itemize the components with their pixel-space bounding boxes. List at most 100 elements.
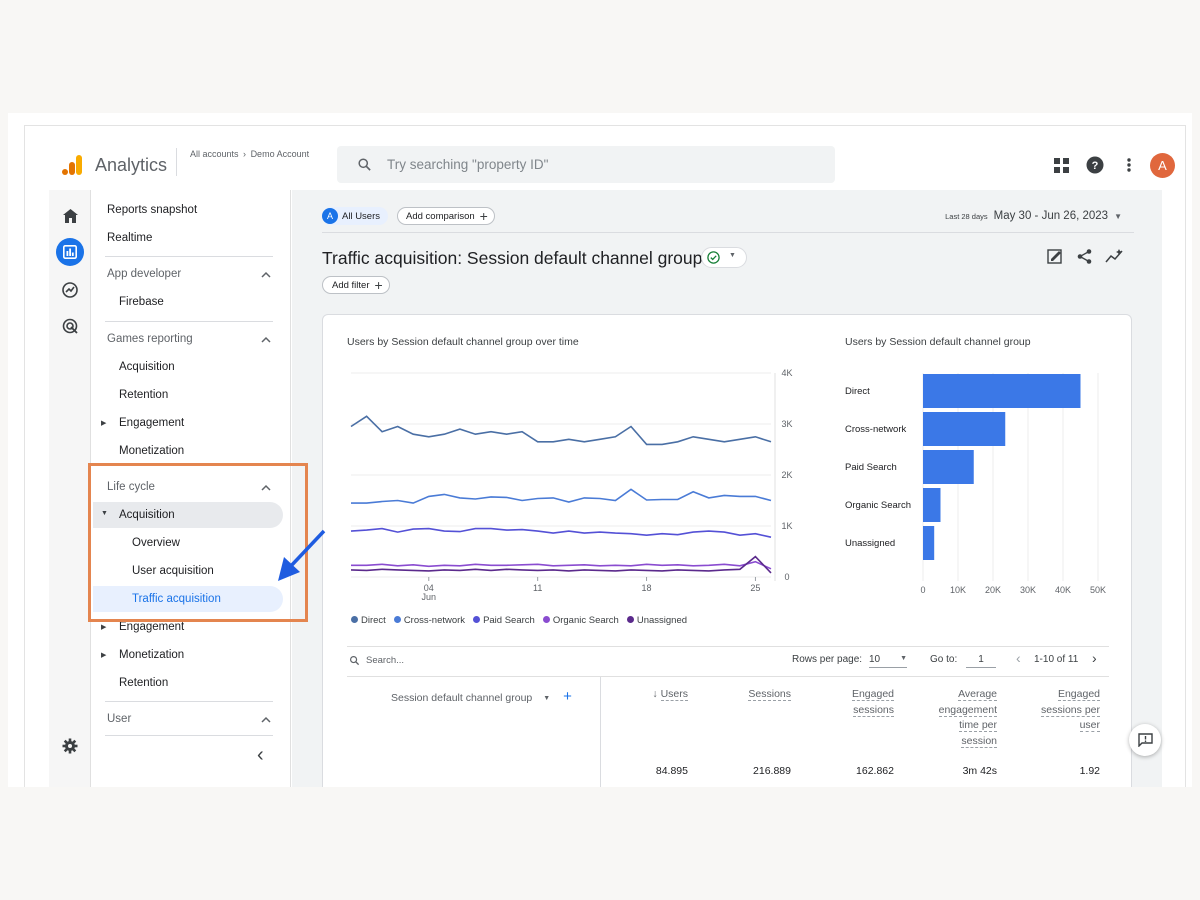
- legend-item[interactable]: Unassigned: [626, 615, 688, 626]
- series-line-paid-search[interactable]: [350, 527, 772, 538]
- chevron-up-icon[interactable]: [261, 335, 271, 345]
- category-label: Cross-network: [845, 424, 906, 435]
- legend-label: Unassigned: [636, 615, 688, 626]
- feedback-button[interactable]: [1129, 724, 1161, 756]
- nav-section-games-reporting[interactable]: Games reporting: [107, 333, 193, 345]
- nav-item-user-acquisition[interactable]: User acquisition: [132, 565, 214, 577]
- chevron-up-icon[interactable]: [261, 270, 271, 280]
- nav-item-firebase[interactable]: Firebase: [119, 296, 164, 308]
- nav-item-overview[interactable]: Overview: [132, 537, 180, 549]
- expand-triangle-icon[interactable]: ▶: [101, 420, 107, 427]
- column-header[interactable]: Average engagement time per session: [938, 687, 997, 749]
- table-divider: [347, 676, 1109, 677]
- series-line-organic-search[interactable]: [351, 560, 772, 570]
- collapse-nav-icon[interactable]: ‹: [257, 744, 264, 766]
- app-name: Analytics: [95, 155, 168, 175]
- series-line-unassigned[interactable]: [350, 555, 772, 574]
- x-tick-label: 20K: [985, 585, 1001, 595]
- column-header-label: sessions: [853, 703, 894, 717]
- left-rail: [49, 190, 91, 787]
- reports-icon[interactable]: [56, 238, 84, 266]
- nav-reports-snapshot[interactable]: Reports snapshot: [107, 204, 198, 216]
- explore-icon[interactable]: [58, 278, 82, 302]
- expand-triangle-icon[interactable]: ▶: [101, 624, 107, 631]
- sort-arrow-icon[interactable]: ↓: [652, 688, 661, 700]
- dimension-column-header[interactable]: Session default channel group ▼ +: [391, 688, 572, 705]
- nav-item-lc-monetization[interactable]: Monetization: [119, 649, 185, 661]
- rows-per-page-select[interactable]: 10 ▼: [869, 654, 907, 668]
- bar-chart[interactable]: 0 10K 20K 30K 40K 50K Direct Cross-network Paid …: [803, 355, 1133, 610]
- add-filter-button[interactable]: Add filter +: [322, 276, 390, 294]
- chevron-up-icon[interactable]: [261, 483, 271, 493]
- legend-item[interactable]: Cross-network: [393, 615, 465, 626]
- breadcrumb[interactable]: All accounts › Demo Account: [190, 149, 309, 159]
- edit-report-icon[interactable]: [1047, 248, 1064, 265]
- avatar[interactable]: A: [1150, 152, 1175, 178]
- nav-section-user[interactable]: User: [107, 713, 132, 725]
- category-label: Paid Search: [845, 462, 897, 473]
- x-tick-label: 50K: [1090, 585, 1106, 595]
- add-comparison-button[interactable]: Add comparison +: [397, 207, 495, 225]
- table-search[interactable]: Search...: [349, 655, 404, 666]
- nav-item-games-engagement[interactable]: Engagement: [119, 417, 185, 429]
- column-header-label: time per: [959, 719, 997, 732]
- insights-icon[interactable]: [1105, 248, 1124, 265]
- date-range-picker[interactable]: Last 28 days May 30 - Jun 26, 2023 ▼: [945, 210, 1122, 222]
- nav-item-games-monetization[interactable]: Monetization: [119, 445, 185, 457]
- next-page-icon[interactable]: ›: [1092, 650, 1097, 666]
- series-line-cross-network[interactable]: [351, 488, 772, 504]
- go-to-input[interactable]: 1: [966, 654, 996, 668]
- chevron-right-icon: ›: [243, 149, 247, 159]
- column-header[interactable]: Sessions: [748, 687, 791, 703]
- search-bar[interactable]: Try searching "property ID": [337, 146, 835, 183]
- column-header[interactable]: ↓ Users: [652, 687, 688, 703]
- column-header-label: sessions per: [1041, 703, 1100, 717]
- chevron-up-icon[interactable]: [261, 715, 271, 725]
- legend-label: Organic Search: [552, 615, 619, 626]
- nav-item-lc-retention[interactable]: Retention: [119, 677, 169, 689]
- advertising-icon[interactable]: [58, 314, 82, 338]
- breadcrumb-all-accounts[interactable]: All accounts: [190, 149, 239, 159]
- search-input[interactable]: Try searching "property ID": [387, 157, 549, 172]
- all-users-chip[interactable]: A All Users: [322, 207, 389, 225]
- prev-page-icon[interactable]: ‹: [1016, 650, 1021, 666]
- dropdown-arrow-icon[interactable]: ▼: [543, 695, 551, 702]
- nav-item-lc-acquisition[interactable]: Acquisition: [119, 509, 175, 521]
- series-line-direct[interactable]: [350, 415, 772, 446]
- add-dimension-icon[interactable]: +: [563, 688, 572, 705]
- nav-section-life-cycle[interactable]: Life cycle: [107, 481, 155, 493]
- table-search-input[interactable]: Search...: [366, 655, 405, 666]
- collapse-triangle-icon[interactable]: ▼: [101, 510, 108, 517]
- share-icon[interactable]: [1076, 248, 1093, 265]
- legend-item[interactable]: Organic Search: [542, 615, 619, 626]
- x-tick-label: 40K: [1055, 585, 1071, 595]
- nav-item-games-retention[interactable]: Retention: [119, 389, 169, 401]
- expand-triangle-icon[interactable]: ▶: [101, 652, 107, 659]
- report-status-badge[interactable]: ▼: [701, 247, 747, 268]
- column-header[interactable]: Engaged sessions per user: [1041, 687, 1100, 734]
- more-vert-icon[interactable]: [1112, 152, 1146, 178]
- nav-item-games-acquisition[interactable]: Acquisition: [119, 361, 175, 373]
- bar-organic-search[interactable]: [923, 488, 941, 522]
- nav-realtime[interactable]: Realtime: [107, 232, 153, 244]
- home-icon[interactable]: [58, 204, 82, 228]
- apps-grid-icon[interactable]: [1044, 152, 1078, 178]
- plus-icon: +: [374, 277, 383, 293]
- legend-item[interactable]: Direct: [351, 615, 386, 626]
- nav-item-traffic-acquisition[interactable]: Traffic acquisition: [132, 593, 221, 605]
- settings-icon[interactable]: [58, 734, 82, 758]
- nav-item-lc-engagement[interactable]: Engagement: [119, 621, 185, 633]
- toolbar-divider: [322, 232, 1134, 233]
- bar-paid-search[interactable]: [923, 450, 974, 484]
- dropdown-arrow-icon: ▼: [1114, 211, 1122, 221]
- bar-unassigned[interactable]: [923, 526, 935, 560]
- help-icon[interactable]: ?: [1078, 152, 1112, 178]
- chart-legend: Direct Cross-network Paid Search Organic Se…: [351, 615, 687, 626]
- bar-direct[interactable]: [923, 374, 1081, 408]
- bar-cross-network[interactable]: [923, 412, 1006, 446]
- breadcrumb-account[interactable]: Demo Account: [250, 149, 310, 159]
- nav-section-app-developer[interactable]: App developer: [107, 268, 182, 280]
- column-header[interactable]: Engaged sessions: [851, 687, 894, 718]
- legend-item[interactable]: Paid Search: [473, 615, 535, 626]
